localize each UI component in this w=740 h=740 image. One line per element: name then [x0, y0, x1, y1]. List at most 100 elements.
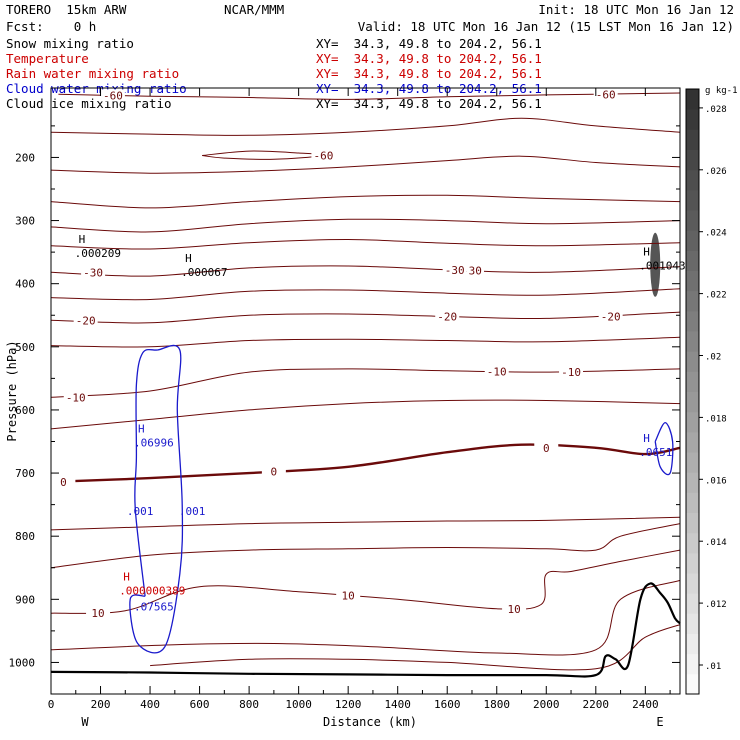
maximum-marker: H	[643, 246, 650, 259]
temperature-contour-label: 0	[60, 476, 67, 489]
contour-label-bg	[86, 607, 111, 620]
temperature-contour-label: -20	[437, 311, 457, 324]
x-tick-label: 1800	[483, 698, 510, 711]
temperature-contour	[50, 523, 681, 569]
colorbar-segment	[686, 391, 699, 413]
contour-label-bg	[593, 88, 618, 101]
x-tick-label: 2000	[533, 698, 560, 711]
colorbar-segment	[686, 109, 699, 130]
field-xy-cloud-ice: XY= 34.3, 49.8 to 204.2, 56.1	[316, 96, 542, 111]
colorbar-tick-label: .026	[705, 167, 727, 177]
colorbar-segment	[686, 169, 699, 191]
colorbar-tick-label: .022	[705, 291, 727, 301]
temperature-contour-label: -20	[76, 314, 96, 327]
temperature-contour	[50, 194, 681, 209]
field-label-temperature: Temperature	[6, 51, 89, 66]
maximum-marker: H	[79, 233, 86, 246]
maximum-value: .06996	[134, 436, 174, 449]
x-axis-label: Distance (km)	[323, 715, 417, 729]
cloud-water-contour-label: .001	[179, 505, 206, 518]
field-xy-snow: XY= 34.3, 49.8 to 204.2, 56.1	[316, 36, 542, 51]
init-time: Init: 18 UTC Mon 16 Jan 12	[538, 2, 734, 17]
maximum-marker: H	[185, 252, 192, 265]
colorbar-tick-label: .028	[705, 105, 727, 115]
temperature-contour	[50, 579, 681, 656]
temperature-contour	[50, 155, 681, 174]
y-tick-label: 400	[15, 278, 35, 291]
contour-label-bg	[51, 475, 76, 488]
x-tick-label: 1000	[285, 698, 312, 711]
temperature-contour-label: 0	[271, 465, 278, 478]
colorbar-segment	[686, 431, 699, 453]
snow-shade	[650, 232, 661, 297]
temperature-contour-label: -60	[313, 150, 333, 163]
colorbar-segment	[686, 573, 699, 594]
maximum-value: .000209	[75, 247, 121, 260]
temperature-contour-label: -30	[83, 266, 103, 279]
contour-label-bg	[81, 266, 106, 279]
maximum-value: .0651	[639, 446, 672, 459]
maximum-marker: H	[138, 422, 145, 435]
y-tick-label: 800	[15, 530, 35, 543]
temperature-contour	[50, 218, 681, 233]
maximum-value: .000067	[181, 266, 227, 279]
colorbar-segment	[686, 351, 699, 372]
field-label-cloud-ice: Cloud ice mixing ratio	[6, 96, 172, 111]
colorbar-segment	[686, 230, 699, 251]
colorbar-segment	[686, 673, 699, 695]
y-tick-label: 300	[15, 215, 35, 228]
colorbar-segment	[686, 593, 699, 614]
contour-label-bg	[100, 89, 125, 102]
x-tick-label: 400	[140, 698, 160, 711]
plot-frame	[50, 87, 681, 695]
y-tick-label: 200	[15, 151, 35, 164]
colorbar-frame	[685, 88, 700, 695]
contour-label-bg	[336, 589, 361, 602]
temperature-contour	[150, 624, 681, 671]
colorbar-segment	[686, 89, 699, 110]
cloud-water-contour-label: .001	[127, 505, 154, 518]
temperature-contour-label: 10	[342, 590, 355, 603]
x-tick-label: 1600	[434, 698, 461, 711]
x-tick-label: 800	[239, 698, 259, 711]
temperature-contour-label: 10	[91, 607, 104, 620]
contour-label-bg	[63, 391, 88, 404]
temperature-contour-label: -10	[66, 391, 86, 404]
temperature-contour	[50, 336, 681, 348]
temperature-contour	[50, 399, 681, 430]
temperature-contour-label: -30	[462, 264, 482, 277]
field-xy-cloud-water: XY= 34.3, 49.8 to 204.2, 56.1	[316, 81, 542, 96]
maximum-value: .07565	[134, 600, 174, 613]
colorbar-segment	[686, 653, 699, 675]
temperature-contour	[50, 288, 681, 301]
colorbar-segment	[686, 472, 699, 493]
colorbar-segment	[686, 129, 699, 150]
x-tick-label: 1400	[384, 698, 411, 711]
colorbar-segment	[686, 633, 699, 655]
temperature-contour	[50, 516, 681, 531]
y-tick-label: 700	[15, 467, 35, 480]
x-tick-label: 200	[91, 698, 111, 711]
colorbar-segment	[686, 189, 699, 211]
temperature-contour	[50, 549, 681, 614]
contour-label-bg	[502, 602, 527, 615]
colorbar-segment	[686, 310, 699, 332]
temperature-contour	[50, 117, 681, 136]
colorbar-segment	[686, 492, 699, 513]
colorbar-tick-label: .012	[705, 600, 727, 610]
cloud-water-contour	[654, 421, 674, 476]
contour-label-bg	[484, 365, 509, 378]
contour-label-bg	[559, 366, 584, 379]
field-xy-rain: XY= 34.3, 49.8 to 204.2, 56.1	[316, 66, 542, 81]
x-tick-label: 0	[48, 698, 55, 711]
temperature-contour	[50, 265, 681, 277]
x-end-label-west: W	[81, 715, 89, 729]
y-tick-label: 500	[15, 341, 35, 354]
temperature-contour	[50, 238, 681, 250]
contour-label-bg	[442, 263, 467, 276]
temperature-contour	[58, 92, 681, 100]
y-tick-label: 900	[15, 593, 35, 606]
x-tick-label: 2400	[632, 698, 659, 711]
contour-label-bg	[261, 465, 286, 478]
